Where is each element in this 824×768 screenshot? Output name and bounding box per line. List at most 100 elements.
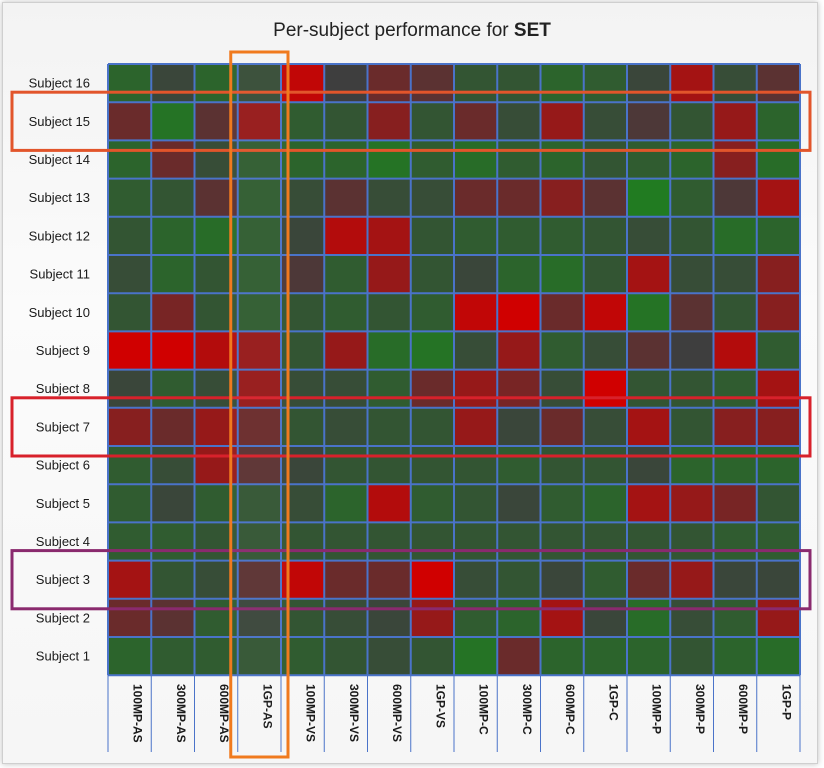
heatmap-cell (410, 446, 454, 485)
heatmap-cell (324, 637, 368, 676)
heatmap-cell (237, 64, 281, 103)
heatmap-gridlines (107, 63, 801, 752)
heatmap-cell (670, 369, 714, 408)
heatmap-cell (583, 216, 627, 255)
heatmap-cell (627, 140, 671, 179)
heatmap-cell (583, 637, 627, 676)
row-label: Subject 6 (36, 458, 90, 473)
heatmap-cell (367, 216, 411, 255)
heatmap-cell (151, 140, 195, 179)
heatmap-cell (454, 484, 498, 523)
column-label: 300MP-AS (174, 684, 188, 743)
heatmap-cell (756, 102, 800, 141)
heatmap-cell (756, 598, 800, 637)
heatmap-cell (583, 178, 627, 217)
heatmap-cell (627, 331, 671, 370)
heatmap-cell (410, 598, 454, 637)
heatmap-cell (237, 484, 281, 523)
heatmap-cell (497, 216, 541, 255)
heatmap-cell (454, 637, 498, 676)
column-label: 600MP-AS (217, 684, 231, 743)
heatmap-cell (410, 522, 454, 561)
heatmap-cell (108, 140, 152, 179)
heatmap-cell (583, 140, 627, 179)
heatmap-cell (324, 178, 368, 217)
heatmap-cell (670, 331, 714, 370)
heatmap-cell (367, 446, 411, 485)
heatmap-cell (583, 522, 627, 561)
heatmap-cell (151, 637, 195, 676)
heatmap-cell (670, 178, 714, 217)
heatmap-cell (756, 140, 800, 179)
heatmap-cell (410, 216, 454, 255)
heatmap-cell (540, 64, 584, 103)
heatmap-cell (583, 331, 627, 370)
heatmap-cell (454, 331, 498, 370)
heatmap-cell (497, 64, 541, 103)
heatmap-cell (713, 64, 757, 103)
heatmap-cell (713, 331, 757, 370)
heatmap-cell (540, 598, 584, 637)
heatmap-cell (583, 407, 627, 446)
heatmap-cell (324, 293, 368, 332)
heatmap-cell (108, 293, 152, 332)
heatmap-cell (151, 407, 195, 446)
column-label: 100MP-VS (304, 684, 318, 742)
heatmap-cell (540, 369, 584, 408)
heatmap-cell (324, 560, 368, 599)
heatmap-cell (540, 484, 584, 523)
heatmap-cell (756, 446, 800, 485)
heatmap-cell (367, 331, 411, 370)
row-labels: Subject 16 Subject 15 Subject 14 Subject 13… (29, 76, 90, 664)
heatmap-cell (454, 560, 498, 599)
row-label: Subject 1 (36, 649, 90, 664)
heatmap-cell (454, 64, 498, 103)
heatmap-cell (756, 331, 800, 370)
row-label: Subject 11 (30, 267, 90, 282)
heatmap-cell (367, 64, 411, 103)
heatmap-cell (454, 293, 498, 332)
heatmap-cell (151, 64, 195, 103)
heatmap-cell (237, 178, 281, 217)
heatmap-cell (237, 369, 281, 408)
heatmap-cell (497, 178, 541, 217)
heatmap-cell (108, 64, 152, 103)
heatmap-cell (108, 446, 152, 485)
heatmap-cell (367, 598, 411, 637)
heatmap-cell (627, 255, 671, 294)
column-labels: 100MP-AS 300MP-AS 600MP-AS 1GP-AS 100MP-VS 30… (131, 684, 794, 743)
heatmap-cell (237, 637, 281, 676)
heatmap-cell (540, 522, 584, 561)
heatmap-cell (367, 102, 411, 141)
heatmap-cell (713, 598, 757, 637)
heatmap-cell (454, 446, 498, 485)
heatmap-cell (367, 560, 411, 599)
heatmap-cell (108, 407, 152, 446)
chart-title-dataset: SET (513, 20, 551, 41)
heatmap-cell (670, 255, 714, 294)
heatmap-cell (151, 446, 195, 485)
heatmap-cell (497, 255, 541, 294)
heatmap-cell (756, 255, 800, 294)
heatmap-cell (410, 102, 454, 141)
heatmap-cell (713, 369, 757, 408)
heatmap-cell (670, 522, 714, 561)
heatmap-cell (151, 560, 195, 599)
heatmap-cell (713, 216, 757, 255)
heatmap-cell (410, 255, 454, 294)
row-label: Subject 5 (36, 496, 90, 511)
heatmap-cell (497, 637, 541, 676)
heatmap-cell (454, 216, 498, 255)
column-highlight-box (229, 50, 290, 759)
heatmap-cell (151, 178, 195, 217)
heatmap-cell (324, 140, 368, 179)
heatmap-cell (497, 560, 541, 599)
heatmap-cell (627, 560, 671, 599)
heatmap-cell (670, 140, 714, 179)
heatmap-cell (497, 522, 541, 561)
heatmap-cell (108, 331, 152, 370)
heatmap-cell (324, 522, 368, 561)
heatmap-cell (713, 140, 757, 179)
column-label: 100MP-C (477, 684, 491, 735)
heatmap-cell (583, 446, 627, 485)
